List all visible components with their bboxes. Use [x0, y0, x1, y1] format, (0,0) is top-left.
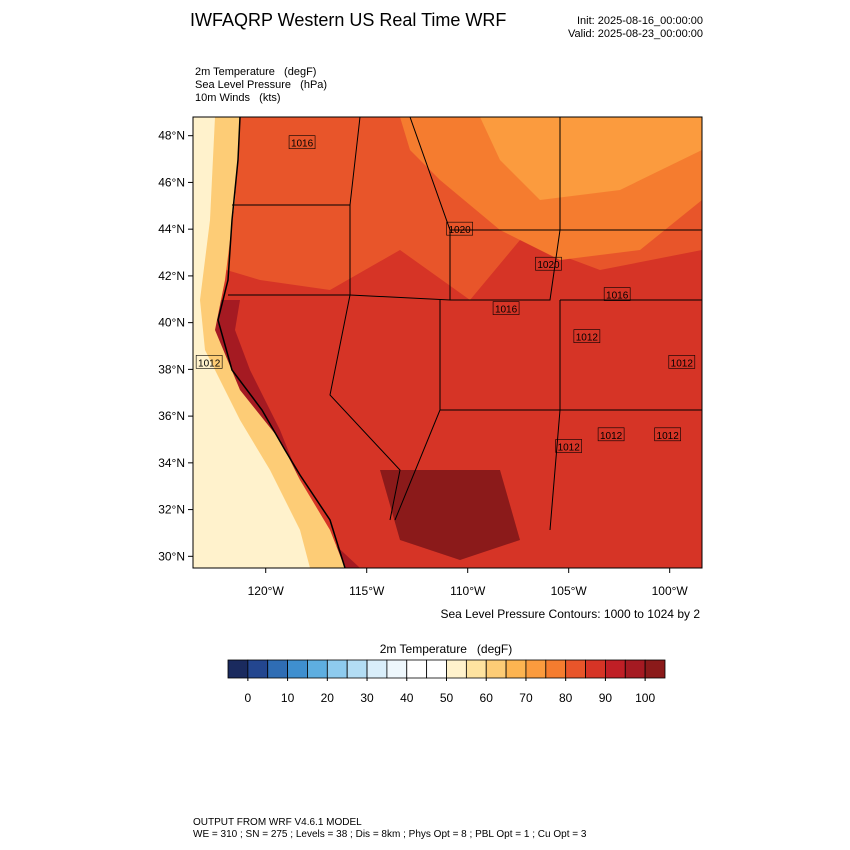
contour-label: 1012 — [671, 358, 694, 369]
lon-tick-label: 105°W — [551, 584, 588, 598]
contour-label-box — [654, 427, 681, 442]
lat-tick-label: 30°N — [158, 549, 185, 563]
colorbar-box — [565, 659, 586, 679]
colorbar-box — [545, 659, 567, 679]
colorbar-box — [525, 659, 547, 679]
contour-label: 1020 — [448, 225, 471, 236]
colorbar-box — [287, 659, 308, 679]
state-borders — [228, 117, 702, 531]
ocean-temp — [193, 117, 310, 568]
lon-tick-label: 115°W — [349, 584, 385, 598]
title: IWFAQRP Western US Real Time WRF — [190, 10, 506, 30]
colorbar-box — [446, 659, 467, 679]
lat-tick-label: 34°N — [158, 456, 185, 470]
lat-tick-label: 42°N — [158, 269, 185, 283]
colorbar-tick-label: 0 — [245, 691, 252, 705]
contour-label-box — [195, 355, 223, 369]
footer-line: WE = 310 ; SN = 275 ; Levels = 38 ; Dis … — [193, 829, 587, 840]
lat-tick-label: 40°N — [158, 316, 185, 330]
contour-label-box — [446, 221, 473, 236]
colorbar-box — [485, 659, 507, 679]
colorbar-box — [307, 659, 328, 679]
colorbar-tick-label: 10 — [281, 691, 295, 705]
colorbar-tick-label: 90 — [599, 691, 613, 705]
colorbar-box — [346, 659, 368, 679]
cool-region — [480, 117, 702, 200]
colorbar-box — [465, 659, 487, 679]
map-field — [193, 117, 702, 568]
contour-label: 1012 — [576, 333, 599, 344]
colorbar-box — [624, 659, 646, 679]
lat-tick-label: 38°N — [158, 362, 185, 376]
contour-label-box — [668, 355, 696, 369]
contour-label-box — [573, 329, 601, 343]
colorbar-tick-label: 100 — [635, 691, 655, 705]
colorbar-box — [247, 659, 269, 679]
colorbar-box — [227, 659, 249, 679]
colorbar-tick-label: 80 — [559, 691, 573, 705]
colorbar-box — [326, 659, 348, 679]
colorbar-box — [406, 659, 428, 679]
contour-label: 1012 — [657, 431, 680, 442]
colorbar-tick-label: 40 — [400, 691, 414, 705]
lat-tick-label: 44°N — [158, 222, 185, 236]
colorbar-box — [585, 659, 606, 679]
lon-tick-label: 120°W — [248, 584, 285, 598]
contour-label-box — [535, 256, 562, 271]
contour-label: 1016 — [291, 139, 314, 150]
hottest-region — [380, 470, 520, 560]
colorbar-tick-label: 50 — [440, 691, 454, 705]
field-label: 2m Temperature (degF) — [195, 66, 316, 78]
coastline — [217, 117, 346, 568]
lat-tick-label: 36°N — [158, 409, 185, 423]
contour-label: 1012 — [558, 442, 581, 453]
colorbar-box — [267, 659, 288, 679]
colorbar-box — [366, 659, 388, 679]
contour-label: 1012 — [198, 358, 221, 369]
contour-label-box — [288, 135, 316, 150]
footer-line: OUTPUT FROM WRF V4.6.1 MODEL — [193, 817, 362, 828]
contour-note: Sea Level Pressure Contours: 1000 to 102… — [441, 607, 701, 621]
valid-time: Valid: 2025-08-23_00:00:00 — [568, 28, 703, 40]
contour-label: 1016 — [606, 291, 629, 302]
colorbar-tick-label: 70 — [519, 691, 533, 705]
lon-tick-label: 110°W — [450, 584, 486, 598]
field-label: 10m Winds (kts) — [195, 92, 281, 104]
colorbar-box — [605, 659, 626, 679]
lat-tick-label: 48°N — [158, 129, 185, 143]
colorbar-tick-label: 30 — [360, 691, 374, 705]
lat-tick-label: 46°N — [158, 175, 185, 189]
contour-label-box — [492, 301, 520, 315]
colorbar-tick-label: 20 — [321, 691, 335, 705]
colorbar-box — [386, 659, 408, 679]
contour-label: 1012 — [600, 431, 623, 442]
contour-label: 1020 — [537, 260, 560, 271]
contour-label-box — [603, 287, 631, 301]
colorbar-tick-label: 60 — [480, 691, 494, 705]
colorbar-box — [505, 659, 527, 679]
lat-tick-label: 32°N — [158, 503, 185, 517]
init-time: Init: 2025-08-16_00:00:00 — [577, 15, 703, 27]
contour-label-box — [597, 427, 625, 442]
colorbar-title: 2m Temperature (degF) — [380, 642, 513, 656]
colorbar-box — [644, 659, 666, 679]
colorbar-box — [426, 659, 447, 679]
contour-label-box — [555, 439, 582, 453]
lon-tick-label: 100°W — [652, 584, 689, 598]
field-label: Sea Level Pressure (hPa) — [195, 79, 327, 91]
contour-label: 1016 — [495, 305, 518, 316]
map-frame — [192, 116, 703, 569]
